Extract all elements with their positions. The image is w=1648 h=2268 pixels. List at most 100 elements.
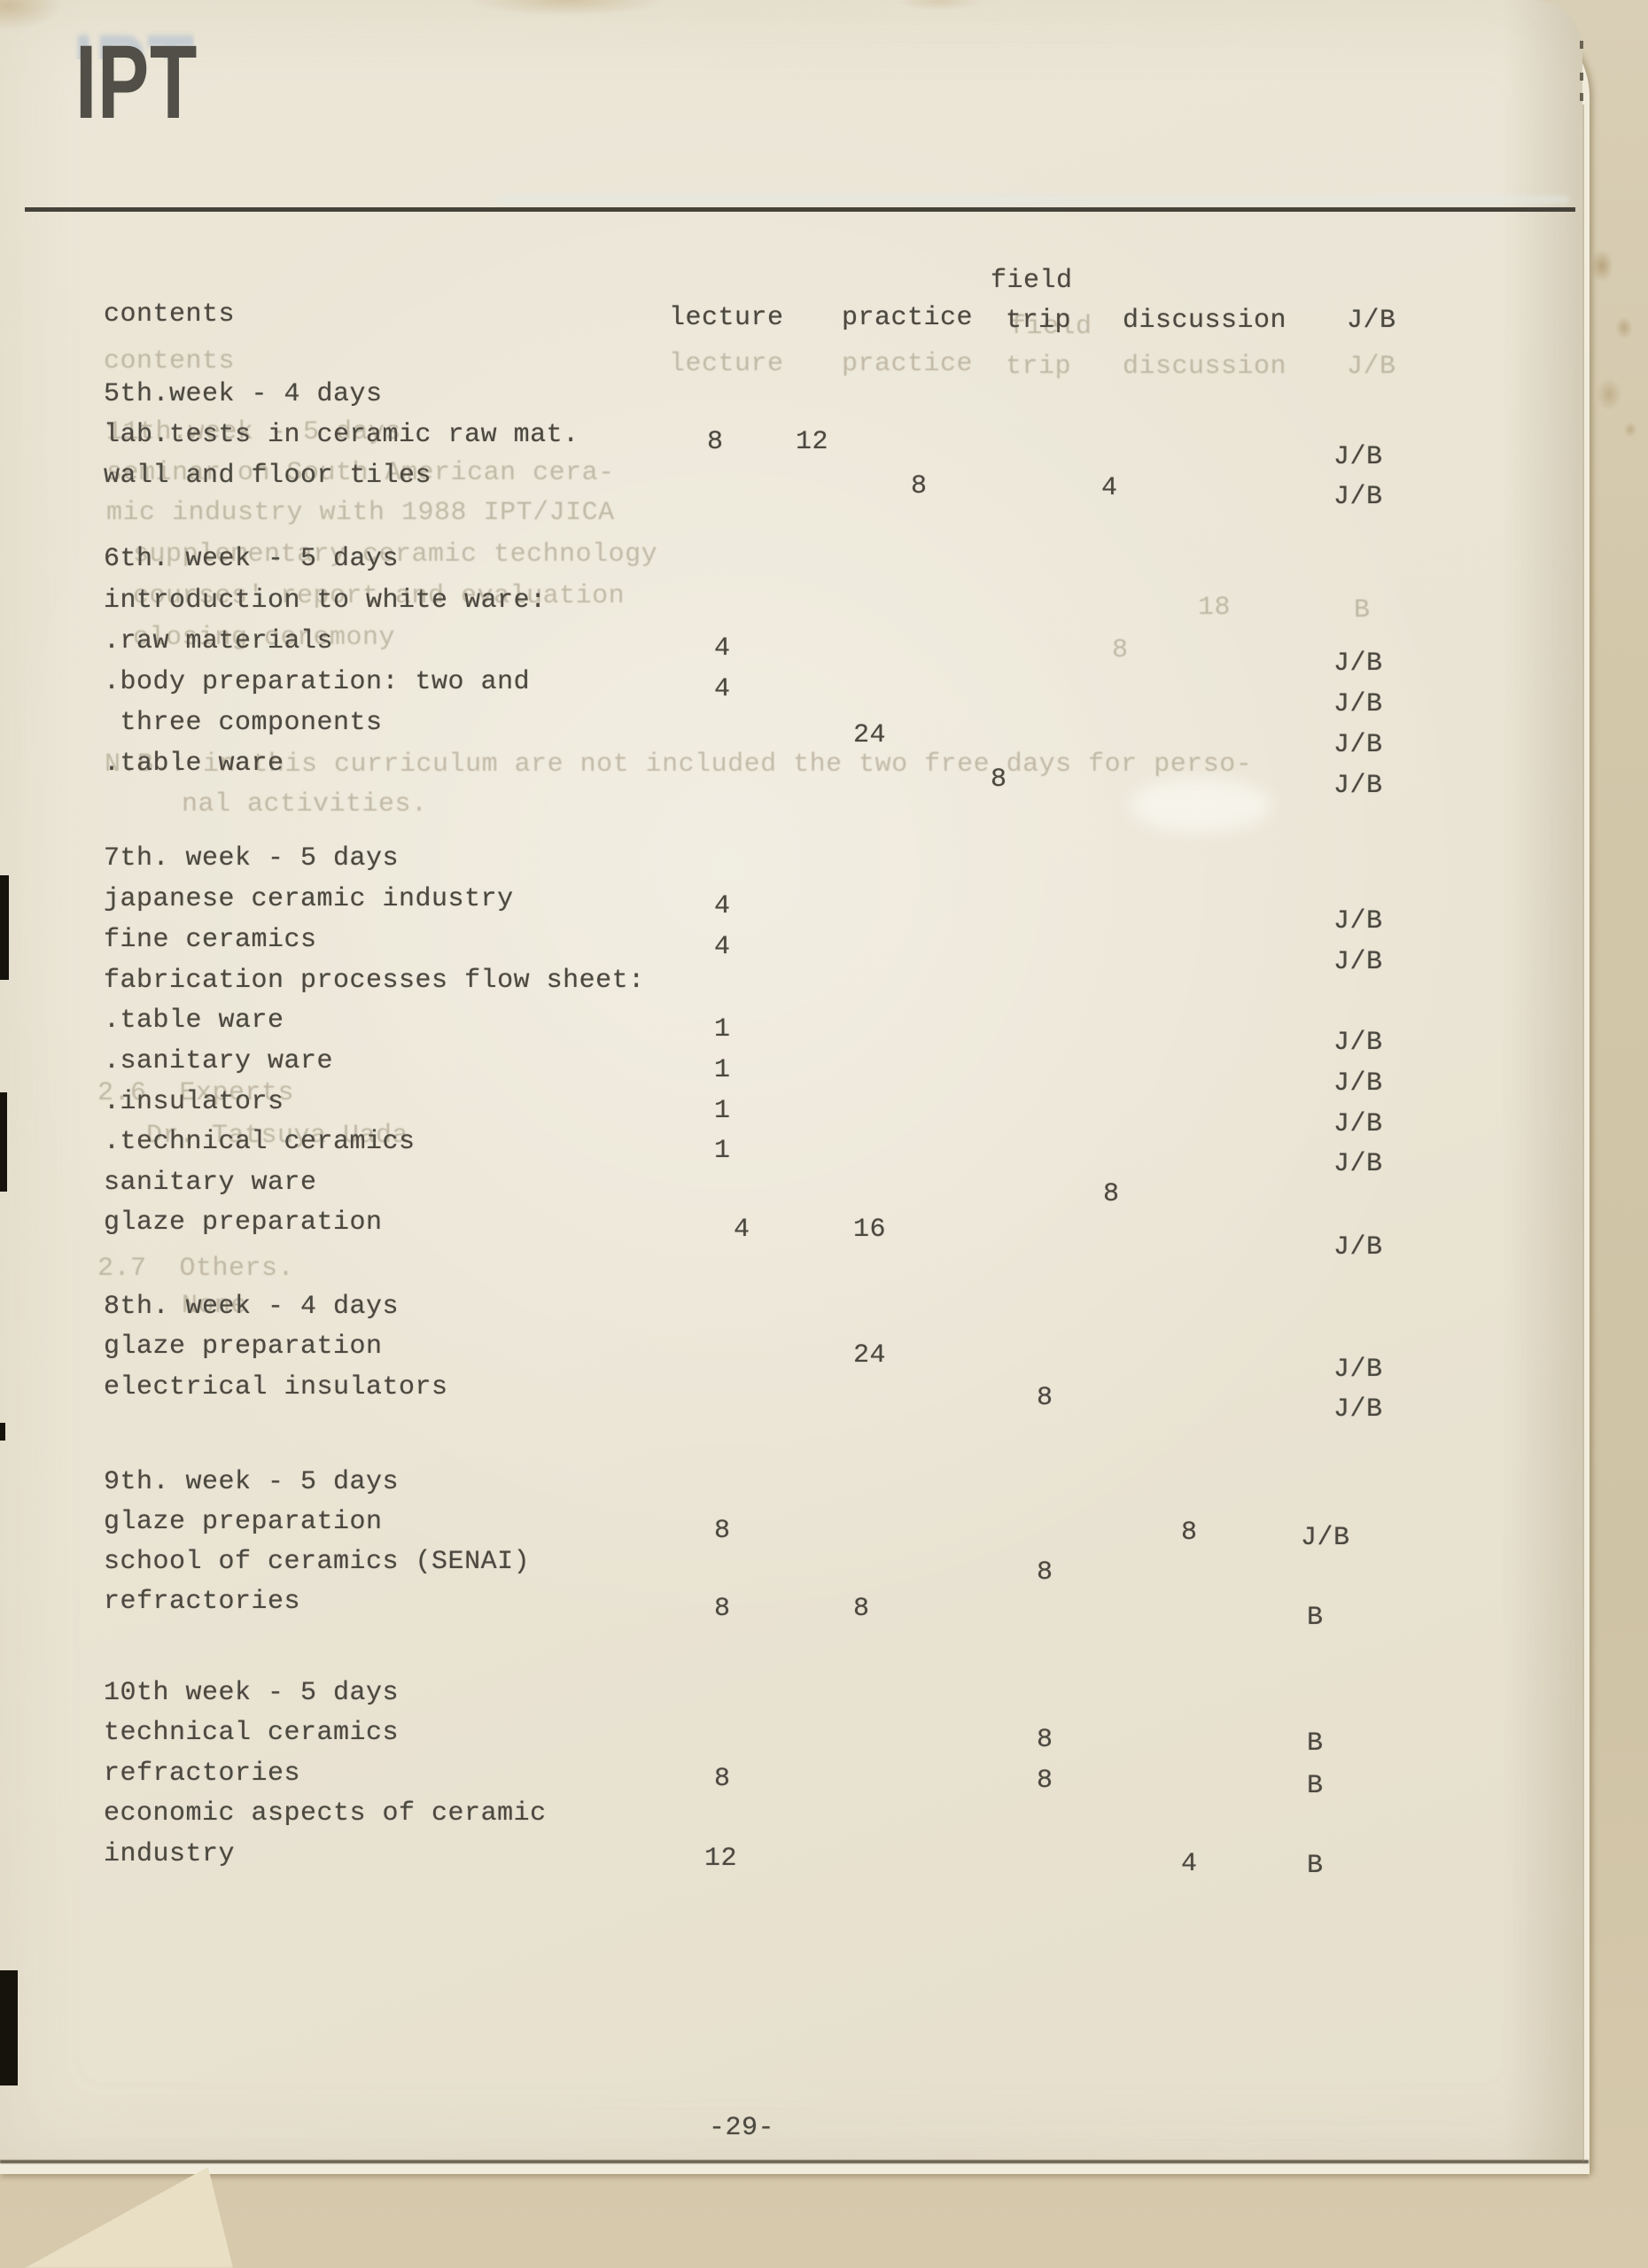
ghost-header-jb: J/B	[1347, 352, 1396, 382]
cell-jb: B	[1307, 1851, 1324, 1881]
cell-lecture: 1	[714, 1096, 731, 1126]
week-heading: 5th.week - 4 days	[104, 379, 383, 409]
cell-jb: J/B	[1333, 1068, 1383, 1099]
cell-jb: J/B	[1333, 1232, 1383, 1262]
header-trip: trip	[1006, 306, 1072, 336]
cell-lecture: 8	[714, 1764, 731, 1794]
cell-lecture: 1	[714, 1014, 731, 1045]
backing-stains	[1584, 204, 1648, 470]
cell-jb: B	[1307, 1771, 1324, 1801]
cell-lecture: 4	[714, 633, 731, 664]
cell-jb: B	[1307, 1728, 1324, 1759]
cell-jb: J/B	[1333, 689, 1383, 719]
cell-lecture: 4	[714, 891, 731, 921]
cell-jb: J/B	[1333, 771, 1383, 801]
cell-lecture: 12	[704, 1844, 738, 1874]
scan-edge-mark	[0, 875, 9, 980]
ghost-line: None	[182, 1291, 248, 1321]
row-label: .table ware	[104, 1006, 284, 1036]
row-label: .insulators	[104, 1087, 284, 1117]
ipt-logo: IPT	[75, 24, 198, 141]
cell-jb: J/B	[1333, 947, 1383, 977]
cell-lecture: 8	[714, 1594, 731, 1624]
page-edge-stitch-mark	[1580, 73, 1583, 81]
cell-field-trip: 8	[1037, 1725, 1053, 1755]
ghost-header-discussion: discussion	[1123, 352, 1287, 382]
row-label: .technical ceramics	[104, 1127, 416, 1157]
cell-jb: J/B	[1333, 730, 1383, 760]
week-heading: 9th. week - 5 days	[104, 1467, 400, 1497]
page-edge-stitch-mark	[1580, 41, 1583, 49]
row-label: fine ceramics	[104, 925, 317, 955]
cell-jb: J/B	[1333, 1355, 1383, 1385]
page-edge-stitch-mark	[1580, 93, 1583, 101]
cell-field-trip: 8	[911, 471, 928, 501]
ghost-header-contents: contents	[104, 346, 236, 377]
cell-jb: J/B	[1333, 649, 1383, 679]
cell-lecture: 1	[714, 1055, 731, 1085]
cell-jb: J/B	[1333, 1028, 1383, 1058]
ghost-value: 18	[1198, 593, 1232, 623]
cell-jb: J/B	[1333, 1149, 1383, 1179]
cell-practice: 24	[853, 1340, 887, 1371]
scan-edge-mark	[0, 1970, 18, 2085]
page-number: -29-	[709, 2113, 775, 2143]
ghost-line: N.B.: in this curriculum are not include…	[105, 750, 1253, 780]
row-label: sanitary ware	[104, 1168, 317, 1198]
row-label: .raw materials	[104, 626, 334, 656]
cell-lecture: 4	[734, 1215, 750, 1245]
row-label: .table ware	[104, 749, 284, 779]
header-lecture: lecture	[669, 303, 784, 333]
cell-field-trip: 8	[1037, 1383, 1053, 1413]
row-label: refractories	[104, 1587, 301, 1617]
row-label: electrical insulators	[104, 1372, 448, 1402]
row-label: technical ceramics	[104, 1718, 400, 1748]
header-practice: practice	[842, 303, 974, 333]
row-label: glaze preparation	[104, 1208, 383, 1238]
row-label: economic aspects of ceramic	[104, 1798, 547, 1829]
ghost-line: mic industry with 1988 IPT/JICA	[106, 498, 615, 528]
cell-jb: J/B	[1333, 482, 1383, 512]
cell-lecture: 1	[714, 1136, 731, 1166]
header-field: field	[991, 266, 1073, 296]
backing-fold	[25, 2167, 233, 2268]
ghost-value: 8	[1112, 635, 1129, 665]
cell-practice: 12	[796, 427, 829, 457]
ghost-header-lecture: lecture	[669, 349, 784, 379]
ghost-header-field: field	[1010, 312, 1092, 342]
ghost-line: courses' report and evaluation	[133, 581, 626, 611]
cell-jb: J/B	[1333, 906, 1383, 936]
cell-jb: J/B	[1333, 1394, 1383, 1425]
cell-jb: J/B	[1333, 1109, 1383, 1139]
rule-scan-halo	[496, 196, 1568, 204]
header-contents: contents	[104, 299, 236, 330]
row-label: refractories	[104, 1759, 301, 1789]
cell-lecture: 8	[714, 1516, 731, 1546]
week-heading: 8th. week - 4 days	[104, 1292, 400, 1322]
ghost-line: supplementary ceramic technology	[133, 540, 658, 570]
logo-ghost-offset-print: IPT	[73, 19, 195, 59]
week-heading: 7th. week - 5 days	[104, 843, 400, 874]
header-discussion: discussion	[1123, 306, 1287, 336]
ghost-line: 2.6 Experts	[97, 1078, 295, 1108]
row-label: three components	[104, 708, 383, 738]
row-label: industry	[104, 1839, 236, 1869]
page-bottom-edge	[0, 2160, 1589, 2163]
ghost-value: B	[1354, 595, 1371, 625]
ghost-header-trip: trip	[1006, 352, 1072, 382]
page-edge-seam	[1582, 105, 1584, 2162]
row-label: lab.tests in ceramic raw mat.	[104, 420, 579, 450]
cell-field-trip: 8	[991, 765, 1007, 795]
ghost-line: 2.7 Others.	[97, 1254, 295, 1284]
row-label: fabrication processes flow sheet:	[104, 966, 645, 996]
row-label: glaze preparation	[104, 1507, 383, 1537]
row-label: wall and floor tiles	[104, 461, 432, 491]
cell-discussion: 4	[1181, 1849, 1198, 1879]
row-label: .body preparation: two and	[104, 667, 531, 697]
header-rule	[25, 207, 1575, 212]
scan-edge-mark	[0, 1423, 5, 1441]
week-heading: 10th week - 5 days	[104, 1678, 400, 1708]
row-label: school of ceramics (SENAI)	[104, 1547, 531, 1577]
row-label: japanese ceramic industry	[104, 884, 514, 914]
